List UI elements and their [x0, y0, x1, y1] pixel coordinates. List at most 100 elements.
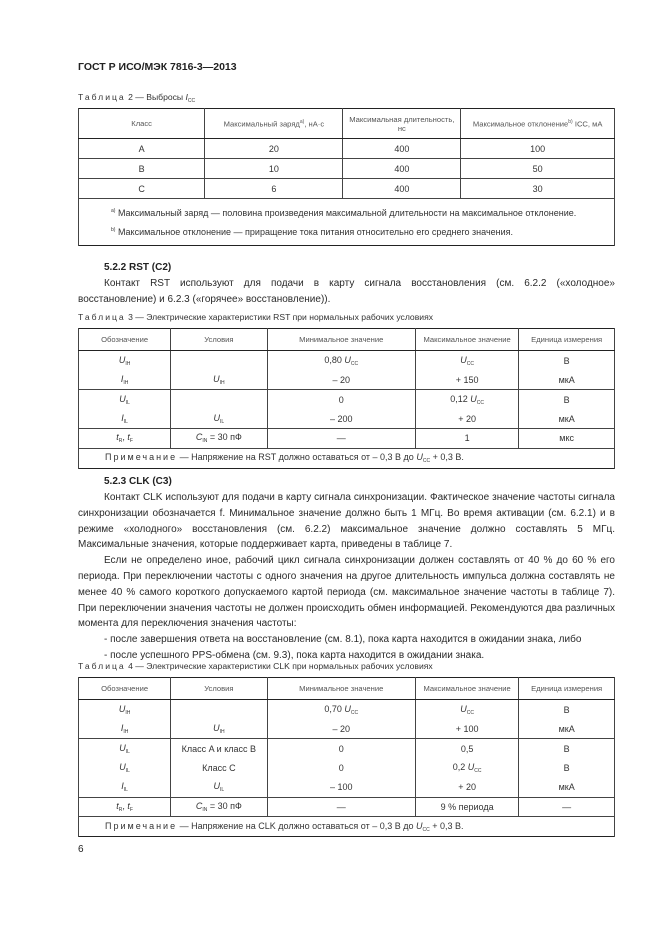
table-3: Обозначение Условия Минимальное значение Ма… — [77, 328, 615, 469]
table-cell: 50 — [460, 158, 615, 179]
table-cell: — — [266, 428, 416, 448]
table-2: Класс Максимальный зарядa), нА·с Максималь… — [77, 108, 615, 246]
subscript: CC — [474, 767, 482, 774]
table-header-row: Класс Максимальный зарядa), нА·с Максималь… — [77, 108, 615, 139]
footnotes: a) Максимальный заряд — половина произве… — [78, 198, 615, 246]
table-cell: UIL — [77, 758, 172, 778]
variable: C — [195, 800, 203, 811]
table2-caption: Таблица 2 — Выбросы ICC — [78, 92, 195, 104]
table-row: IIL UIL – 100 + 20 мкА — [77, 777, 615, 797]
paragraph: Если не определено иное, рабочий цикл си… — [78, 555, 615, 630]
table-cell: 100 — [460, 138, 615, 159]
table-cell: C — [77, 178, 206, 199]
table-cell: UIH — [170, 719, 268, 739]
caption-text: 2 — Выбросы — [125, 92, 186, 102]
note-row: Примечание — Напряжение на CLK должно ос… — [78, 816, 615, 837]
subscript: CC — [350, 360, 359, 367]
variable: U — [119, 393, 126, 404]
column-header: Максимальное отклонениеb) ICC, мА — [460, 108, 615, 139]
subscript: CC — [476, 399, 484, 406]
subscript: IL — [125, 767, 130, 774]
column-header: Максимальное значение — [414, 677, 520, 700]
note-text: — Напряжение на RST должно оставаться от… — [177, 452, 417, 462]
table-row: UIH 0,70 UCC UCC В — [77, 699, 615, 719]
subscript: F — [129, 806, 133, 813]
column-header: Максимальный зарядa), нА·с — [204, 108, 344, 139]
variable: U — [213, 412, 221, 423]
subscript: IL — [220, 418, 225, 425]
header-text: , нА·с — [304, 119, 325, 129]
subscript: IL — [125, 748, 130, 755]
table-cell: В — [518, 699, 615, 719]
variable: U — [119, 742, 126, 753]
table-cell: UIH — [77, 699, 172, 719]
column-header: Условия — [170, 677, 268, 700]
table-cell: Класс C — [170, 758, 268, 778]
variable: I — [121, 781, 124, 791]
table-cell: 30 — [460, 178, 615, 199]
table-cell: UIL — [77, 389, 172, 409]
table-cell — [170, 389, 268, 409]
table4-caption: Таблица 4 — Электрические характеристики… — [78, 661, 433, 671]
table-cell: В — [518, 758, 615, 778]
table-cell: мкА — [518, 719, 615, 739]
column-header: Минимальное значение — [266, 328, 416, 351]
paragraph: Контакт CLK используют для подачи в карт… — [78, 492, 615, 551]
caption-text: 4 — Электрические характеристики CLK при… — [125, 661, 433, 671]
table-cell: UCC — [414, 350, 520, 370]
table-row: A 20 400 100 — [77, 138, 615, 159]
table-cell: мкА — [518, 370, 615, 390]
table-cell: IIH — [77, 719, 172, 739]
caption-word: Таблица — [78, 661, 126, 671]
page-number: 6 — [78, 844, 84, 855]
table-cell: 10 — [204, 158, 344, 179]
section-5-2-3-heading: 5.2.3 CLK (C3) — [104, 476, 172, 487]
column-header: Класс — [77, 108, 206, 139]
column-header: Единица измерения — [518, 328, 615, 351]
table-cell: Класс A и класс B — [170, 738, 268, 758]
table-cell: В — [518, 738, 615, 758]
footnote-mark: a) — [299, 118, 305, 125]
table-cell: CIN = 30 пФ — [170, 428, 268, 448]
subscript: IL — [123, 418, 128, 425]
variable: t — [127, 432, 130, 443]
footnote: b) Максимальное отклонение — приращение … — [85, 223, 608, 240]
table-cell: 6 — [204, 178, 344, 199]
table-cell: UIH — [170, 370, 268, 390]
variable: U — [213, 722, 220, 733]
table-note: Примечание — Напряжение на RST должно ос… — [78, 447, 615, 468]
table-cell: – 200 — [266, 409, 416, 429]
subscript: IH — [125, 709, 131, 716]
variable: U — [460, 703, 467, 714]
variable: I — [121, 412, 124, 423]
cell-prefix: 0,80 — [324, 354, 345, 365]
table-cell: 0,5 — [414, 738, 520, 758]
column-header: Минимальное значение — [266, 677, 416, 700]
variable: U — [467, 761, 475, 772]
subscript: IN — [202, 806, 208, 813]
list-item: - после успешного PPS-обмена (см. 9.3), … — [104, 649, 485, 661]
subscript: CC — [466, 709, 474, 716]
variable: I — [120, 373, 124, 384]
table-cell: 1 — [414, 428, 520, 448]
subscript: IH — [219, 728, 225, 735]
subscript: CC — [422, 826, 430, 833]
table-cell: 9 % периода — [414, 796, 520, 817]
table-cell: UIL — [77, 738, 172, 758]
variable: U — [344, 703, 351, 714]
table-row: UIL Класс C 0 0,2 UCC В — [77, 758, 615, 778]
table-row: IIL UIL – 200 + 20 мкА — [77, 409, 615, 429]
table-cell: — — [266, 796, 416, 817]
header-text: ICC, мА — [572, 119, 603, 129]
header-text: Максимальный заряд — [223, 119, 300, 129]
cell-prefix: 0,12 — [450, 393, 471, 404]
cell-suffix: , — [122, 432, 128, 443]
table-cell: IIH — [77, 370, 172, 390]
column-header: Максимальная длительность, нс — [342, 108, 462, 139]
subscript: IH — [123, 379, 129, 386]
subscript: IH — [219, 379, 225, 386]
note-text: + 0,3 В. — [430, 452, 464, 462]
table-cell: IIL — [77, 409, 172, 429]
table-cell: – 20 — [266, 719, 416, 739]
